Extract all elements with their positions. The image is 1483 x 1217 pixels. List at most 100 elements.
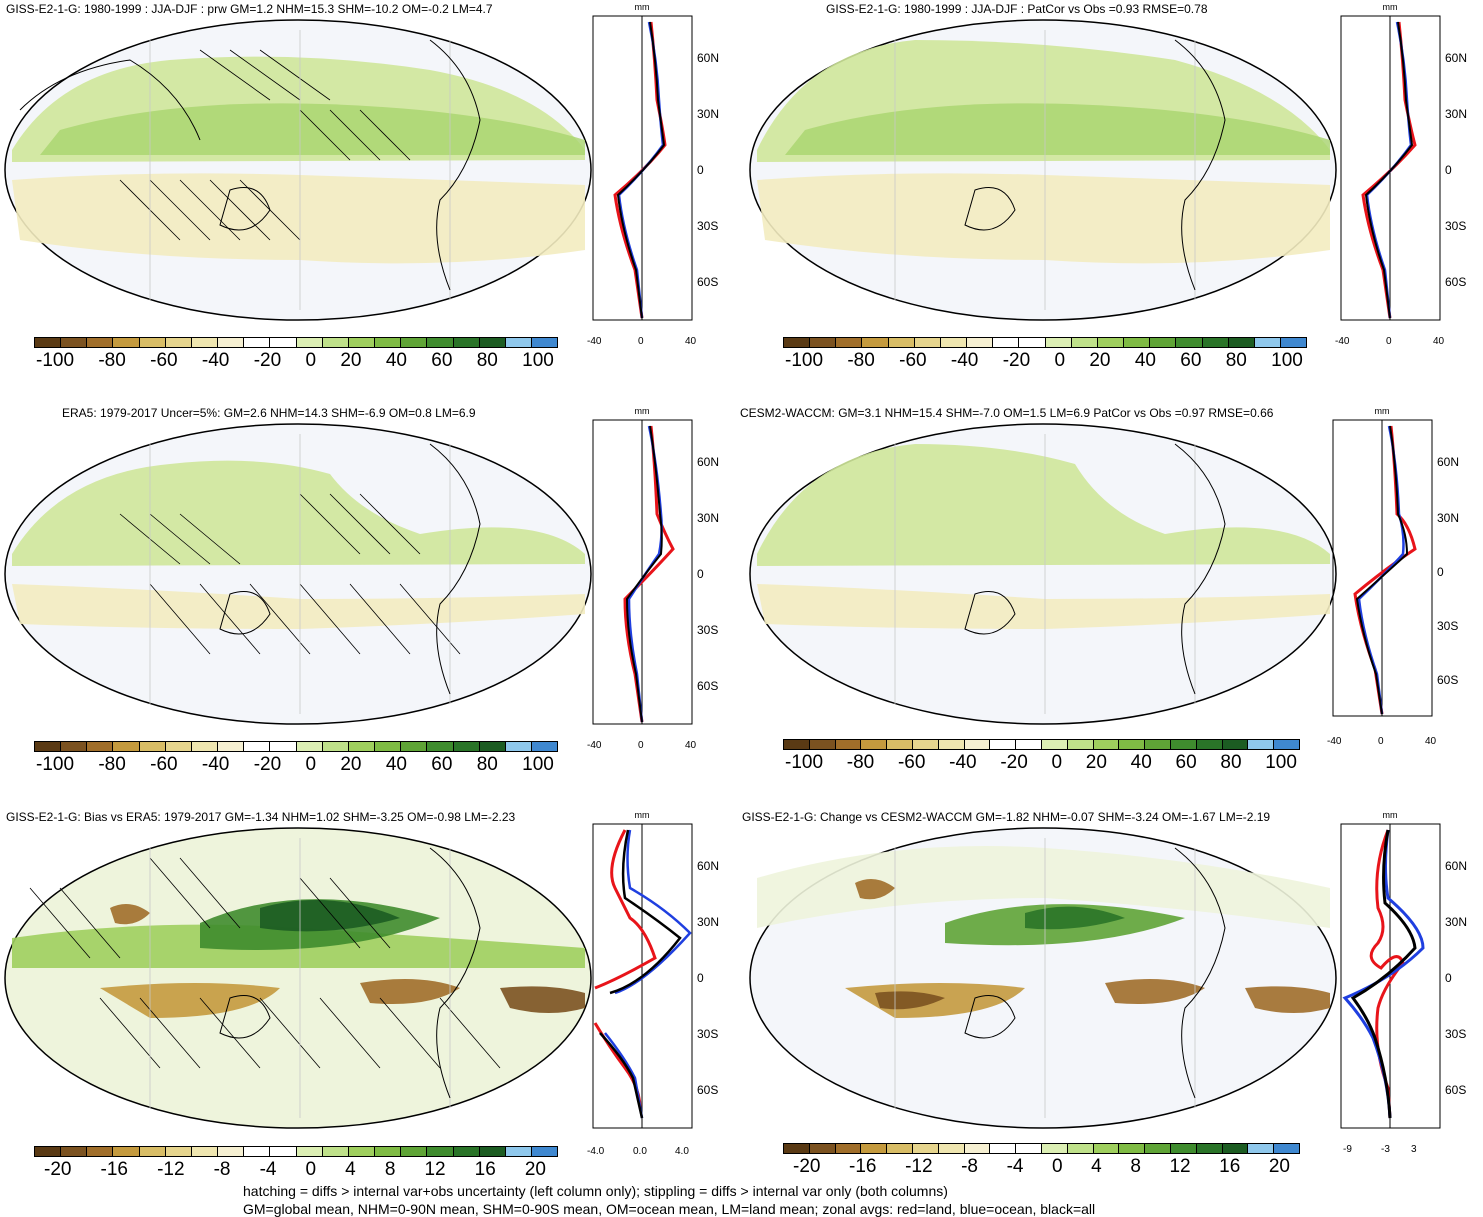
panel-5-colorbar — [34, 1146, 558, 1157]
zonal-unit: mm — [635, 2, 650, 12]
lat-tick: 30N — [697, 107, 719, 121]
panel-2-colorbar — [783, 337, 1307, 348]
footer-legend-line-2: GM=global mean, NHM=0-90N mean, SHM=0-90… — [243, 1201, 1096, 1217]
cbar-label: -80 — [846, 752, 875, 773]
panel-1-colorbar — [34, 337, 558, 348]
panel-3-colorbar — [34, 741, 558, 752]
panel-3-zonal-plot: mm 60N 30N 0 30S 60S -40 0 40 — [587, 406, 719, 751]
zonal-unit: mm — [635, 810, 650, 820]
lat-tick: 60S — [1445, 1083, 1466, 1097]
zonal-xtick: -9 — [1343, 1144, 1352, 1155]
cbar-label: -20 — [1002, 350, 1031, 371]
cbar-label: -8 — [213, 1159, 231, 1180]
cbar-label: -20 — [44, 1159, 72, 1180]
zonal-xtick: 40 — [1433, 336, 1445, 347]
cbar-label: 20 — [524, 1159, 546, 1180]
panel-2-title: GISS-E2-1-G: 1980-1999 : JJA-DJF : PatCo… — [826, 2, 1208, 16]
cbar-label: -60 — [897, 752, 926, 773]
lat-tick: 0 — [697, 971, 704, 985]
panel-5-zonal-plot: mm 60N 30N 0 30S 60S -4.0 0.0 4.0 — [587, 810, 719, 1157]
cbar-label: 8 — [384, 1159, 396, 1180]
cbar-label: 20 — [340, 350, 362, 371]
cbar-label: -16 — [849, 1156, 877, 1177]
cbar-label: -20 — [253, 754, 282, 775]
cbar-label: 16 — [1219, 1156, 1241, 1177]
cbar-label: -80 — [847, 350, 875, 371]
cbar-label: -16 — [100, 1159, 128, 1180]
cbar-label: 0 — [305, 350, 317, 371]
panel-3-title: ERA5: 1979-2017 Uncer=5%: GM=2.6 NHM=14.… — [62, 406, 476, 420]
zonal-xtick: 0 — [1378, 736, 1384, 747]
cbar-label: 0 — [1054, 350, 1066, 371]
zonal-xtick: 4.0 — [675, 1146, 689, 1157]
cbar-label: 12 — [424, 1159, 446, 1180]
zonal-unit: mm — [1383, 2, 1398, 12]
cbar-label: 80 — [476, 350, 498, 371]
panel-5-colorbar-labels: -20 -16 -12 -8 -4 0 4 8 12 16 20 — [44, 1159, 546, 1181]
zonal-unit: mm — [635, 406, 650, 416]
zonal-xtick: 0 — [638, 336, 644, 347]
cbar-label: 80 — [476, 754, 498, 775]
cbar-label: 20 — [1268, 1156, 1290, 1177]
lat-tick: 30N — [1445, 915, 1467, 929]
cbar-label: -60 — [150, 350, 178, 371]
lat-tick: 60N — [1445, 859, 1467, 873]
lat-tick: 60N — [697, 859, 719, 873]
cbar-label: -60 — [150, 754, 178, 775]
lat-tick: 60S — [697, 679, 718, 693]
cbar-label: -100 — [785, 350, 824, 371]
zonal-xtick: 3 — [1411, 1144, 1417, 1155]
panel-4-colorbar-labels: -100 -80 -60 -40 -20 0 20 40 60 80 100 — [785, 752, 1297, 774]
lat-tick: 30N — [1445, 107, 1467, 121]
lat-tick: 30S — [1445, 219, 1466, 233]
cbar-label: -12 — [157, 1159, 185, 1180]
lat-tick: 0 — [697, 567, 704, 581]
footer-legend-line-1: hatching = diffs > internal var+obs unce… — [243, 1183, 948, 1199]
zonal-xtick: -4.0 — [587, 1146, 605, 1157]
panel-4-title: CESM2-WACCM: GM=3.1 NHM=15.4 SHM=-7.0 OM… — [740, 406, 1274, 420]
panel-3-map — [4, 423, 592, 725]
lat-tick: 60N — [697, 455, 719, 469]
panel-1-map — [4, 19, 592, 321]
cbar-label: 60 — [1175, 752, 1197, 773]
lat-tick: 30N — [697, 915, 719, 929]
cbar-label: 0 — [1052, 1156, 1063, 1177]
lat-tick: 0 — [697, 163, 704, 177]
zonal-xtick: -40 — [587, 336, 602, 347]
cbar-label: 40 — [1134, 350, 1156, 371]
lat-tick: 30S — [1437, 619, 1458, 633]
zonal-xtick: -40 — [587, 740, 602, 751]
lat-tick: 60S — [697, 1083, 718, 1097]
cbar-label: 100 — [1271, 350, 1303, 371]
panel-3-colorbar-labels: -100 -80 -60 -40 -20 0 20 40 60 80 100 — [36, 754, 554, 776]
cbar-label: -80 — [98, 350, 126, 371]
zonal-xtick: -3 — [1381, 1144, 1390, 1155]
zonal-unit: mm — [1383, 810, 1398, 820]
panel-5-title: GISS-E2-1-G: Bias vs ERA5: 1979-2017 GM=… — [6, 810, 516, 824]
panel-6-colorbar — [783, 1143, 1300, 1154]
lat-tick: 30N — [697, 511, 719, 525]
panel-4-map — [749, 423, 1337, 725]
lat-tick: 30S — [697, 219, 718, 233]
cbar-label: -100 — [36, 754, 75, 775]
zonal-xtick: -40 — [1335, 336, 1350, 347]
panel-5-map — [4, 827, 592, 1129]
zonal-xtick: 40 — [1425, 736, 1437, 747]
panel-1-zonal-plot: mm 60N 30N 0 30S 60S -40 0 40 — [587, 2, 719, 347]
cbar-label: 0 — [305, 1159, 317, 1180]
cbar-label: 20 — [340, 754, 362, 775]
panel-2-colorbar-labels: -100 -80 -60 -40 -20 0 20 40 60 80 100 — [785, 350, 1303, 372]
lat-tick: 60N — [697, 51, 719, 65]
cbar-label: 20 — [1085, 752, 1107, 773]
zonal-unit: mm — [1375, 406, 1390, 416]
cbar-label: -20 — [793, 1156, 821, 1177]
cbar-label: 40 — [1130, 752, 1152, 773]
cbar-label: -40 — [201, 754, 230, 775]
panel-1-title: GISS-E2-1-G: 1980-1999 : JJA-DJF : prw G… — [6, 2, 493, 16]
cbar-label: -20 — [1000, 752, 1028, 773]
cbar-label: -80 — [98, 754, 126, 775]
cbar-label: -4 — [1006, 1156, 1024, 1177]
lat-tick: 30S — [1445, 1027, 1466, 1041]
zonal-xtick: 0 — [638, 740, 644, 751]
panel-6-title: GISS-E2-1-G: Change vs CESM2-WACCM GM=-1… — [742, 810, 1271, 824]
